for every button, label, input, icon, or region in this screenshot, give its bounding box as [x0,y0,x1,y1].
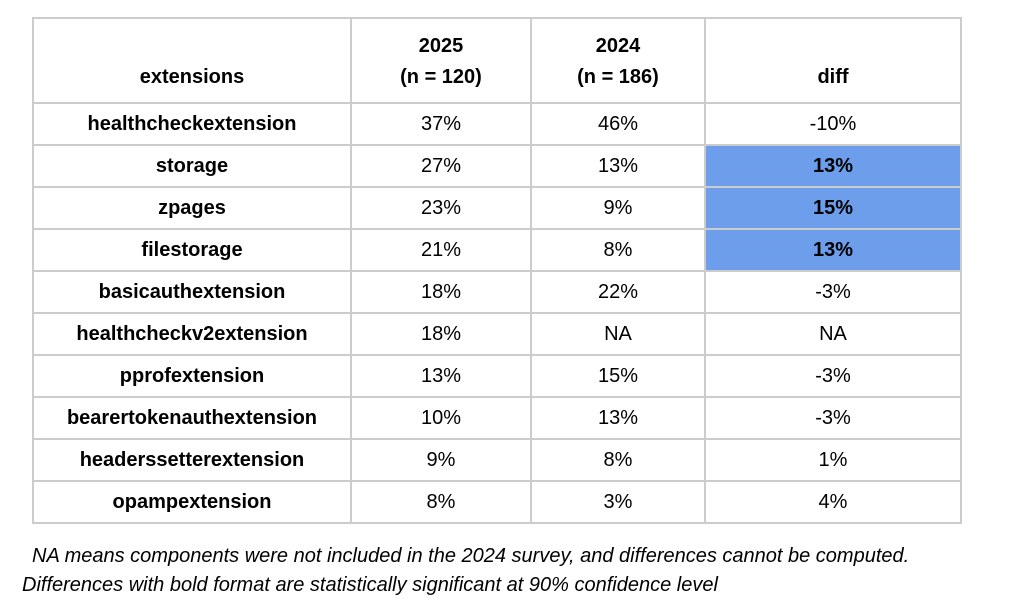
value-2024-cell: 3% [530,480,706,524]
value-2024-cell: 13% [530,144,706,188]
table-row: healthcheckextension 37% 46% -10% [32,102,962,146]
diff-cell: -10% [704,102,962,146]
table-row: pprofextension 13% 15% -3% [32,354,962,398]
extension-name-cell: zpages [32,186,352,230]
header-row: extensions 2025 (n = 120) 2024 (n = 186)… [32,17,962,104]
value-2025-cell: 37% [350,102,532,146]
extensions-survey-table: extensions 2025 (n = 120) 2024 (n = 186)… [32,17,962,524]
value-2024-cell: 15% [530,354,706,398]
value-2024-cell: 9% [530,186,706,230]
value-2025-cell: 18% [350,270,532,314]
table-row: bearertokenauthextension 10% 13% -3% [32,396,962,440]
value-2025-cell: 13% [350,354,532,398]
value-2024-cell: 22% [530,270,706,314]
value-2024-cell: 8% [530,438,706,482]
value-2025-cell: 10% [350,396,532,440]
table-header: extensions 2025 (n = 120) 2024 (n = 186)… [32,17,962,104]
value-2024-cell: 46% [530,102,706,146]
value-2025-cell: 21% [350,228,532,272]
value-2025-cell: 18% [350,312,532,356]
header-2024-year: 2024 [595,35,641,57]
extension-name-cell: opampextension [32,480,352,524]
survey-table-wrap: extensions 2025 (n = 120) 2024 (n = 186)… [32,17,962,524]
header-2025: 2025 (n = 120) [350,17,532,104]
value-2025-cell: 23% [350,186,532,230]
value-2025-cell: 8% [350,480,532,524]
header-2025-year: 2025 [418,35,464,57]
extension-name-cell: headerssetterextension [32,438,352,482]
diff-cell: -3% [704,270,962,314]
footnote-na: NA means components were not included in… [32,545,910,567]
extension-name-cell: healthcheckv2extension [32,312,352,356]
header-extensions-label: extensions [139,66,245,88]
table-row: filestorage 21% 8% 13% [32,228,962,272]
header-2024-n: (n = 186) [577,66,659,88]
diff-cell: 1% [704,438,962,482]
table-row: headerssetterextension 9% 8% 1% [32,438,962,482]
table-row: basicauthextension 18% 22% -3% [32,270,962,314]
extension-name-cell: basicauthextension [32,270,352,314]
diff-cell: -3% [704,396,962,440]
header-diff-label: diff [817,66,849,88]
diff-cell: 4% [704,480,962,524]
footnotes: NA means components were not included in… [22,542,909,600]
table-row: zpages 23% 9% 15% [32,186,962,230]
table-row: opampextension 8% 3% 4% [32,480,962,524]
value-2025-cell: 27% [350,144,532,188]
extension-name-cell: bearertokenauthextension [32,396,352,440]
extension-name-cell: healthcheckextension [32,102,352,146]
header-diff: diff [704,17,962,104]
diff-cell: 15% [704,186,962,230]
value-2025-cell: 9% [350,438,532,482]
diff-cell: -3% [704,354,962,398]
header-2025-n: (n = 120) [400,66,482,88]
extension-name-cell: pprofextension [32,354,352,398]
extension-name-cell: storage [32,144,352,188]
table-row: storage 27% 13% 13% [32,144,962,188]
table-body: healthcheckextension 37% 46% -10% storag… [32,102,962,524]
value-2024-cell: NA [530,312,706,356]
diff-cell: 13% [704,228,962,272]
header-2024: 2024 (n = 186) [530,17,706,104]
footnote-significance: Differences with bold format are statist… [22,574,718,596]
header-extensions: extensions [32,17,352,104]
table-row: healthcheckv2extension 18% NA NA [32,312,962,356]
value-2024-cell: 8% [530,228,706,272]
value-2024-cell: 13% [530,396,706,440]
diff-cell: NA [704,312,962,356]
extension-name-cell: filestorage [32,228,352,272]
diff-cell: 13% [704,144,962,188]
